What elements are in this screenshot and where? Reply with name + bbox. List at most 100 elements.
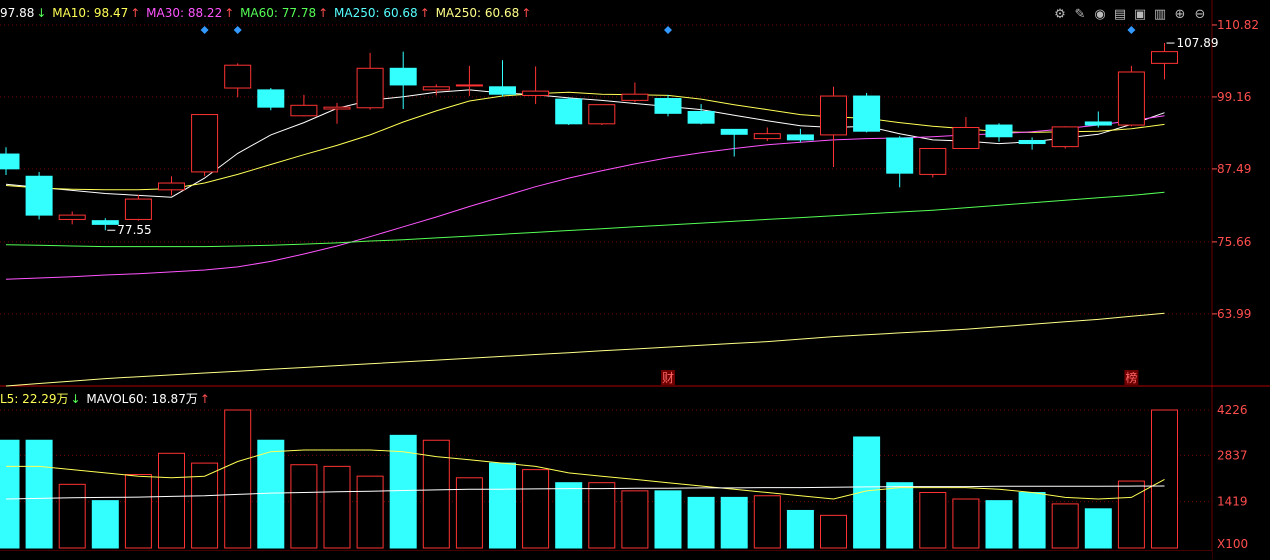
vol-legend-item-arrow-0: ↓ [70,392,85,406]
volume-bar-15 [489,462,516,549]
candle-body-33 [1084,121,1112,126]
volume-tick-label-1: 2837 [1217,448,1248,462]
ma-legend-item-arrow-5: ↑ [521,6,532,20]
bottom-tab-bar [0,550,1212,560]
candle-body-21 [687,110,715,124]
eye-icon[interactable]: ◉ [1094,7,1106,22]
event-marker-2 [664,26,672,34]
candle-body-14 [455,84,483,87]
candle-body-28 [919,147,947,175]
candle-body-3 [91,220,119,225]
volume-bar-12 [389,434,417,549]
candle-body-4 [124,198,152,220]
volume-bar-4 [124,474,152,549]
volume-bar-23 [753,495,781,549]
volume-bar-5 [158,452,185,549]
vol-legend-item-1: MAVOL60: 18.87万 [86,392,198,406]
lock-icon[interactable]: ▣ [1133,7,1147,22]
candle-body-12 [389,67,417,86]
chart-toolbar: ⚙ ✎ ◉ ▤ ▣ ▥ ⊕ ⊖ [1052,7,1208,23]
candle-body-6 [191,114,219,173]
candle-body-10 [323,106,351,110]
ma-line-4 [5,312,1165,387]
ma-legend-item-0: 97.88 [0,6,35,20]
volume-bar-14 [455,477,483,549]
candle-body-1 [25,175,53,216]
candle-body-25 [820,95,847,136]
price-tick-label-4: 63.99 [1217,307,1251,321]
ma-line-0 [5,89,1165,198]
volume-tick-label-3: X100 [1217,537,1248,551]
volume-bar-9 [290,464,318,549]
basket-icon[interactable]: ▤ [1113,7,1127,22]
volume-bar-6 [191,462,219,549]
candle-body-13 [422,86,450,91]
candle-body-5 [158,182,185,191]
volume-tick-label-2: 1419 [1217,495,1248,509]
volume-bar-20 [654,490,682,549]
candle-body-19 [621,93,649,101]
candle-body-0 [0,153,20,170]
volume-bar-17 [555,482,583,549]
ma-legend-item-arrow-4: ↑ [419,6,434,20]
volume-bar-21 [687,496,715,549]
candle-body-17 [555,98,583,125]
ma-legend-item-5: MA250: 60.68 [435,6,520,20]
candle-body-35 [1151,51,1178,64]
candle-body-34 [1117,71,1145,126]
volume-bar-24 [786,509,814,549]
volume-bar-25 [820,514,847,549]
ma-line-3 [5,191,1165,248]
candle-body-26 [853,95,881,132]
candle-body-27 [886,137,914,174]
brush-icon[interactable]: ✎ [1074,7,1086,22]
volume-bar-26 [853,436,881,549]
ma-legend-item-2: MA30: 88.22 [146,6,223,20]
price-tick-label-0: 110.82 [1217,18,1259,32]
candle-body-16 [522,90,550,96]
price-tick-label-1: 99.16 [1217,90,1251,104]
zoom-out-icon[interactable]: ⊖ [1194,7,1206,22]
candle-body-9 [290,104,318,117]
volume-bar-22 [720,496,748,549]
ma-legend: 97.88 ↓ MA10: 98.47 ↑ MA30: 88.22 ↑ MA60: 7… [0,6,533,20]
candle-body-30 [985,124,1013,138]
volume-bar-28 [919,491,947,549]
book-icon[interactable]: ▥ [1153,7,1167,22]
volume-bar-11 [356,475,384,549]
volume-bar-1 [25,439,53,549]
zoom-in-icon[interactable]: ⊕ [1174,7,1186,22]
volume-bar-30 [985,500,1013,549]
ma-line-1 [5,91,1165,191]
price-annotation-0: 77.55 [117,223,151,237]
volume-bar-19 [621,490,649,549]
volume-bar-7 [224,409,252,549]
volume-bar-16 [522,469,550,549]
candle-body-22 [720,128,748,135]
ma-legend-item-3: MA60: 77.78 [240,6,317,20]
candle-body-7 [224,64,252,89]
candle-body-20 [654,98,682,114]
price-tick-label-2: 87.49 [1217,162,1251,176]
candle-body-32 [1051,126,1079,148]
vol-legend-item-0: L5: 22.29万 [0,392,69,406]
candle-body-31 [1018,139,1046,145]
event-marker-0 [200,26,209,34]
ma-line-2 [5,115,1165,280]
event-marker-1 [233,26,242,34]
volume-bar-27 [886,482,914,549]
ma-legend-item-arrow-2: ↑ [224,6,239,20]
volume-bar-10 [323,465,351,549]
candle-body-23 [753,133,781,140]
ma-legend-item-arrow-3: ↑ [318,6,332,20]
price-tick-label-3: 75.66 [1217,235,1251,249]
volume-bar-32 [1051,503,1079,549]
settings-icon[interactable]: ⚙ [1054,7,1066,22]
volume-bar-34 [1117,480,1145,549]
vol-legend-item-arrow-1: ↑ [199,392,210,406]
event-marker-3 [1127,26,1136,34]
candle-body-18 [588,104,616,125]
ma-legend-item-arrow-1: ↑ [130,6,145,20]
volume-bar-3 [91,500,119,549]
